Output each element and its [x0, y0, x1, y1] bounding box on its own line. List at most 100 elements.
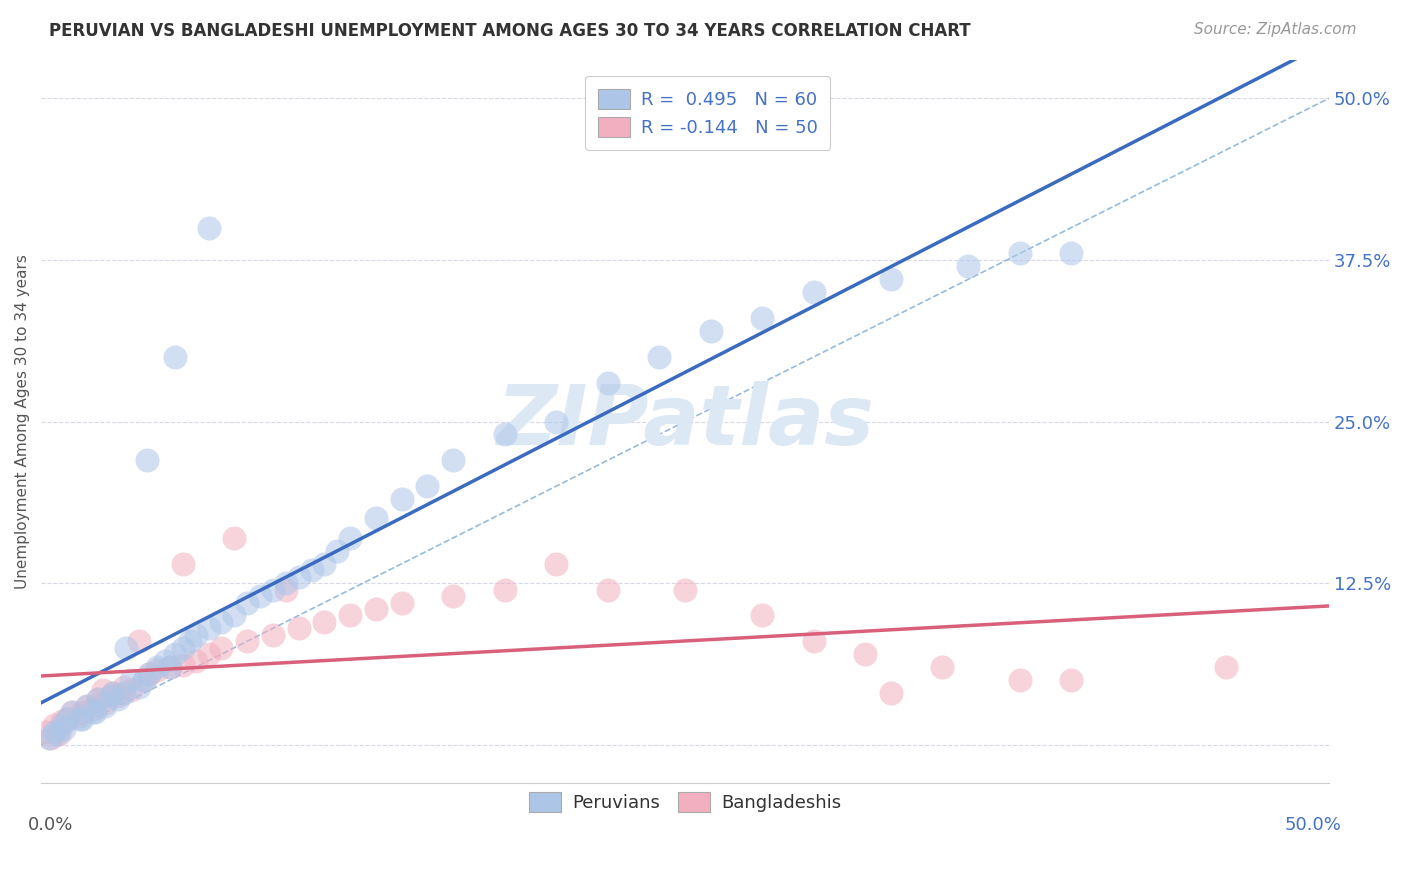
- Point: [172, 657, 194, 672]
- Point: [60, 706, 83, 720]
- Point: [60, 706, 83, 720]
- Point: [391, 492, 413, 507]
- Point: [135, 453, 157, 467]
- Point: [1060, 246, 1083, 260]
- Point: [1060, 673, 1083, 687]
- Point: [103, 686, 125, 700]
- Point: [172, 557, 194, 571]
- Point: [236, 595, 259, 609]
- Point: [274, 582, 297, 597]
- Point: [262, 582, 284, 597]
- Point: [76, 698, 98, 713]
- Point: [48, 727, 70, 741]
- Point: [596, 582, 619, 597]
- Point: [391, 595, 413, 609]
- Point: [112, 680, 135, 694]
- Y-axis label: Unemployment Among Ages 30 to 34 years: Unemployment Among Ages 30 to 34 years: [15, 254, 30, 589]
- Point: [803, 634, 825, 648]
- Point: [803, 285, 825, 300]
- Point: [546, 557, 568, 571]
- Point: [957, 260, 980, 274]
- Point: [69, 712, 91, 726]
- Point: [236, 634, 259, 648]
- Point: [287, 621, 309, 635]
- Legend: Peruvians, Bangladeshis: Peruvians, Bangladeshis: [516, 779, 853, 825]
- Point: [51, 718, 73, 732]
- Point: [38, 731, 60, 746]
- Point: [441, 453, 464, 467]
- Point: [301, 563, 323, 577]
- Point: [120, 673, 142, 687]
- Point: [87, 692, 110, 706]
- Point: [163, 647, 186, 661]
- Point: [314, 615, 336, 629]
- Point: [339, 608, 361, 623]
- Point: [107, 689, 129, 703]
- Point: [648, 350, 671, 364]
- Point: [326, 544, 349, 558]
- Point: [287, 569, 309, 583]
- Point: [159, 660, 181, 674]
- Point: [82, 701, 104, 715]
- Point: [120, 683, 142, 698]
- Point: [107, 692, 129, 706]
- Point: [197, 647, 219, 661]
- Point: [184, 654, 207, 668]
- Point: [224, 531, 246, 545]
- Text: 50.0%: 50.0%: [1285, 816, 1341, 834]
- Point: [364, 602, 387, 616]
- Point: [103, 686, 125, 700]
- Point: [1008, 246, 1031, 260]
- Point: [209, 615, 232, 629]
- Text: PERUVIAN VS BANGLADESHI UNEMPLOYMENT AMONG AGES 30 TO 34 YEARS CORRELATION CHART: PERUVIAN VS BANGLADESHI UNEMPLOYMENT AMO…: [49, 22, 970, 40]
- Point: [128, 634, 150, 648]
- Point: [596, 376, 619, 390]
- Point: [163, 350, 186, 364]
- Point: [72, 706, 94, 720]
- Point: [56, 712, 79, 726]
- Point: [751, 311, 773, 326]
- Point: [224, 608, 246, 623]
- Point: [1215, 660, 1237, 674]
- Point: [159, 660, 181, 674]
- Point: [274, 576, 297, 591]
- Point: [134, 673, 156, 687]
- Point: [172, 640, 194, 655]
- Point: [42, 718, 65, 732]
- Point: [53, 722, 76, 736]
- Point: [931, 660, 953, 674]
- Point: [153, 654, 176, 668]
- Text: Source: ZipAtlas.com: Source: ZipAtlas.com: [1194, 22, 1357, 37]
- Point: [853, 647, 876, 661]
- Point: [128, 680, 150, 694]
- Point: [494, 427, 516, 442]
- Point: [209, 640, 232, 655]
- Point: [138, 666, 160, 681]
- Text: ZIPatlas: ZIPatlas: [496, 381, 875, 462]
- Point: [69, 709, 91, 723]
- Point: [84, 706, 107, 720]
- Point: [41, 731, 63, 746]
- Point: [94, 697, 117, 711]
- Point: [82, 706, 104, 720]
- Point: [494, 582, 516, 597]
- Point: [751, 608, 773, 623]
- Point: [76, 698, 98, 713]
- Point: [91, 683, 114, 698]
- Point: [262, 628, 284, 642]
- Point: [880, 686, 903, 700]
- Point: [880, 272, 903, 286]
- Point: [339, 531, 361, 545]
- Point: [56, 712, 79, 726]
- Point: [699, 324, 721, 338]
- Point: [134, 673, 156, 687]
- Point: [441, 589, 464, 603]
- Point: [314, 557, 336, 571]
- Point: [197, 220, 219, 235]
- Point: [100, 689, 122, 703]
- Point: [72, 712, 94, 726]
- Point: [146, 660, 169, 674]
- Point: [546, 415, 568, 429]
- Point: [42, 724, 65, 739]
- Point: [673, 582, 696, 597]
